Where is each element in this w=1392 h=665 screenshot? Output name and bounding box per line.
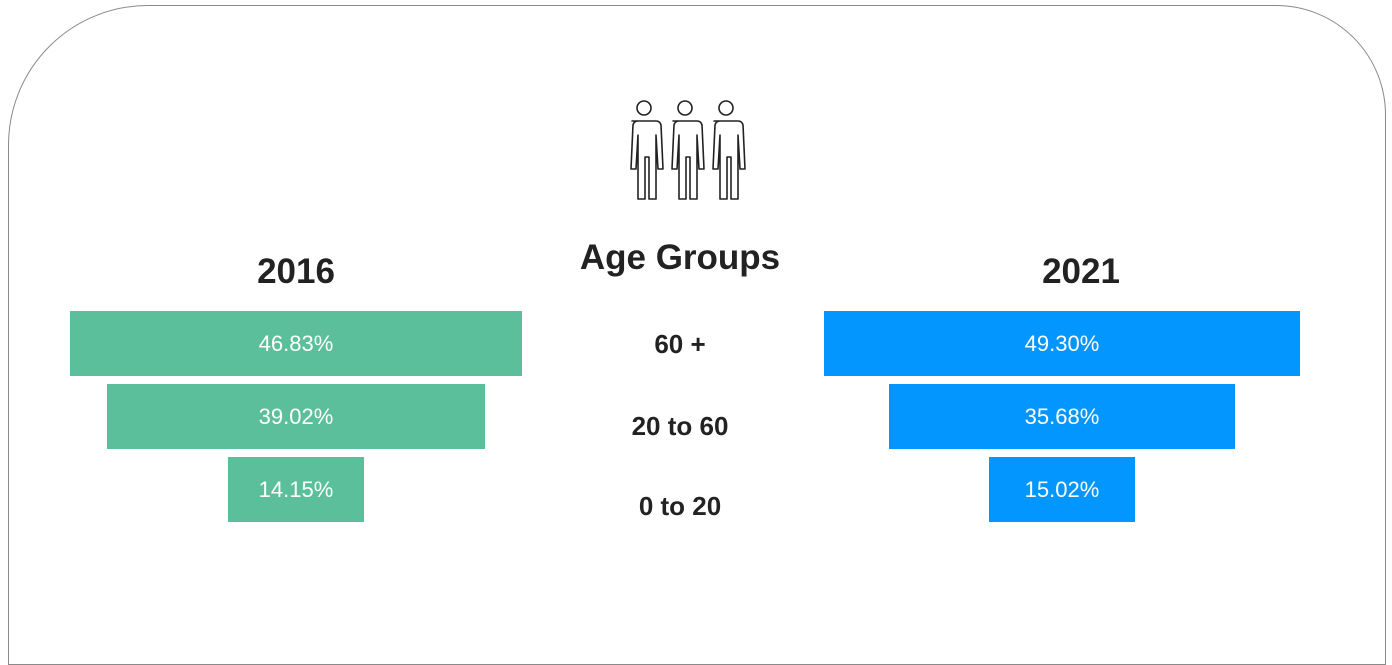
bar-2021-2: 35.68% — [889, 384, 1235, 449]
bar-value-label: 35.68% — [1024, 403, 1100, 429]
bar-2016-1: 46.83% — [69, 311, 523, 376]
category-label-2: 20 to 60 — [631, 411, 729, 441]
bar-value-label: 15.02% — [1024, 476, 1100, 502]
people-group-icon — [630, 100, 746, 200]
bar-2021-1: 49.30% — [823, 311, 1301, 376]
category-label-3: 0 to 20 — [638, 491, 722, 521]
bar-value-label: 46.83% — [258, 330, 334, 356]
bar-2016-3: 14.15% — [227, 457, 365, 522]
bar-2021-3: 15.02% — [989, 457, 1135, 522]
chart-title: Age Groups — [579, 238, 781, 277]
series-title-2016: 2016 — [257, 252, 335, 291]
series-title-2021: 2021 — [1042, 252, 1120, 291]
bar-value-label: 49.30% — [1024, 330, 1100, 356]
bar-value-label: 14.15% — [258, 476, 334, 502]
category-label-1: 60 + — [654, 329, 706, 359]
bar-2016-2: 39.02% — [107, 384, 485, 449]
bar-value-label: 39.02% — [258, 403, 334, 429]
